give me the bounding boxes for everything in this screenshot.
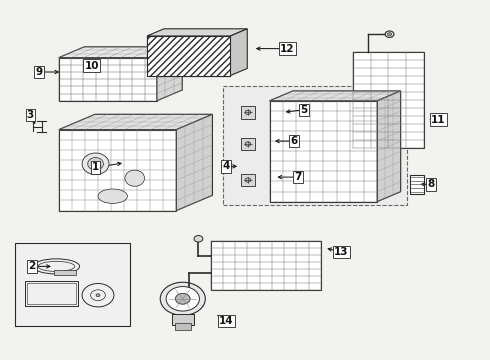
Polygon shape [377,91,401,202]
Polygon shape [230,29,247,76]
Ellipse shape [88,158,103,170]
Ellipse shape [98,189,127,203]
Text: 10: 10 [84,60,99,71]
Text: 7: 7 [294,172,302,182]
Polygon shape [59,47,182,58]
Bar [175,323,191,330]
Polygon shape [241,138,255,150]
Text: 1: 1 [92,162,99,172]
Ellipse shape [175,293,190,304]
Polygon shape [241,106,255,119]
Polygon shape [223,86,407,205]
Ellipse shape [125,170,145,186]
Polygon shape [147,29,247,36]
Polygon shape [59,130,176,211]
Ellipse shape [245,142,251,146]
Bar [24,281,78,306]
Ellipse shape [245,178,251,182]
Polygon shape [59,58,157,101]
Text: 8: 8 [428,179,435,189]
Ellipse shape [385,31,394,37]
Text: 3: 3 [27,110,34,120]
Polygon shape [353,52,424,148]
Polygon shape [211,241,321,290]
Bar [172,314,194,325]
Ellipse shape [388,33,392,36]
Text: 13: 13 [334,247,348,257]
Polygon shape [15,243,130,326]
Text: 9: 9 [36,67,43,77]
Polygon shape [157,47,182,101]
Text: 14: 14 [219,316,234,326]
Polygon shape [270,91,401,101]
Polygon shape [270,101,377,202]
Text: 11: 11 [431,114,446,125]
Bar [27,283,76,304]
Polygon shape [147,36,230,76]
Ellipse shape [245,110,251,114]
Ellipse shape [194,235,203,242]
Bar [410,175,424,194]
Polygon shape [147,36,230,76]
Text: 5: 5 [300,105,307,115]
Ellipse shape [166,287,199,311]
Ellipse shape [82,153,109,175]
Polygon shape [59,114,213,130]
Text: 2: 2 [28,261,35,271]
Bar [54,270,76,275]
Polygon shape [241,174,255,186]
Ellipse shape [96,294,100,297]
Text: 6: 6 [291,136,297,146]
Ellipse shape [182,39,188,44]
Ellipse shape [160,282,205,315]
Text: 12: 12 [280,44,294,54]
Text: 4: 4 [222,161,230,171]
Polygon shape [176,114,213,211]
